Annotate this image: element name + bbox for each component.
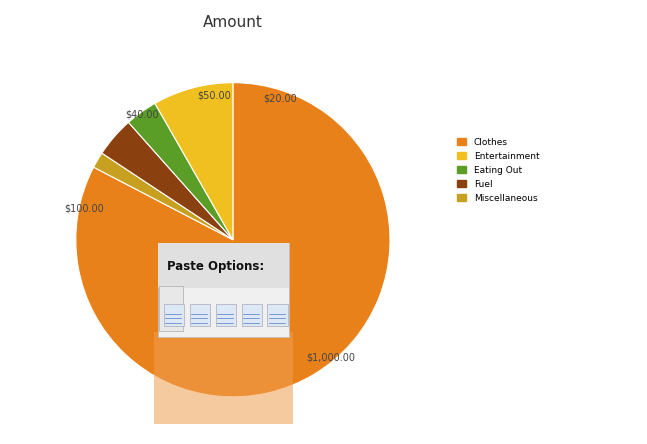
Legend: Clothes, Entertainment, Eating Out, Fuel, Miscellaneous: Clothes, Entertainment, Eating Out, Fuel… xyxy=(457,138,540,202)
Title: Amount: Amount xyxy=(203,15,263,30)
Bar xyxy=(164,304,184,326)
Bar xyxy=(159,285,184,331)
Text: $1,000.00: $1,000.00 xyxy=(306,353,355,363)
Bar xyxy=(215,304,236,326)
Text: $40.00: $40.00 xyxy=(125,109,159,119)
Wedge shape xyxy=(94,153,233,240)
FancyBboxPatch shape xyxy=(157,243,289,337)
Bar xyxy=(190,304,210,326)
Wedge shape xyxy=(76,83,390,397)
Bar xyxy=(157,243,289,288)
Text: $100.00: $100.00 xyxy=(64,203,104,213)
Text: $50.00: $50.00 xyxy=(197,90,231,100)
Wedge shape xyxy=(129,103,233,240)
Bar xyxy=(267,304,288,326)
Wedge shape xyxy=(155,83,233,240)
Wedge shape xyxy=(102,123,233,240)
Bar xyxy=(155,333,292,424)
Bar xyxy=(241,304,262,326)
Text: Paste Options:: Paste Options: xyxy=(167,260,264,273)
Text: $20.00: $20.00 xyxy=(263,93,297,103)
